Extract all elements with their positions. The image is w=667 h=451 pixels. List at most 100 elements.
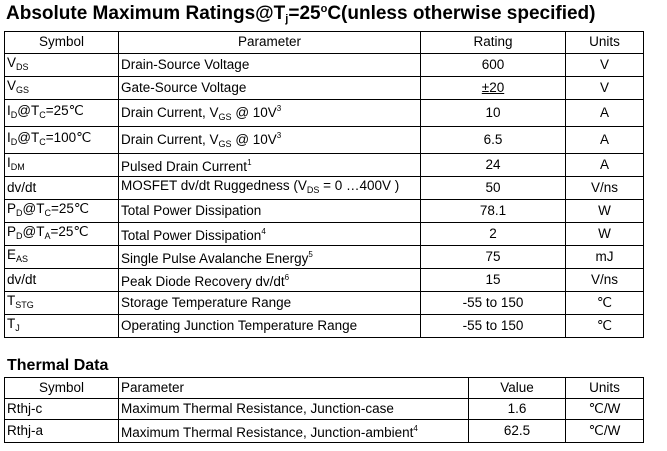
table-row: dv/dt Peak Diode Recovery dv/dt6 15 V/ns	[4, 267, 644, 292]
parameter-text: Maximum Thermal Resistance, Junction-cas…	[121, 401, 394, 416]
symbol-subscript: D	[16, 230, 23, 241]
parameter-cell: Total Power Dissipation	[118, 198, 421, 223]
table-row: PD@TA=25℃ Total Power Dissipation4 2 W	[4, 221, 644, 246]
parameter-cell: Storage Temperature Range	[118, 290, 421, 315]
units-cell: ℃	[565, 290, 644, 315]
symbol-text: dv/dt	[7, 271, 37, 287]
symbol-cell: IDM	[4, 152, 119, 177]
parameter-text: Gate-Source Voltage	[121, 79, 247, 95]
symbol-subscript: D	[16, 207, 23, 218]
symbol-text: V	[7, 54, 17, 70]
parameter-cell: Drain-Source Voltage	[118, 52, 421, 77]
symbol-subscript: J	[15, 322, 20, 333]
rating-cell: 10	[420, 98, 566, 127]
units-cell: ℃	[565, 313, 644, 338]
footnote-ref: 3	[276, 103, 282, 113]
symbol-condition-subscript: A	[44, 230, 51, 241]
symbol-condition: @T	[17, 102, 40, 118]
symbol-condition-value: =25℃	[45, 102, 84, 118]
parameter-text: Maximum Thermal Resistance, Junction-amb…	[121, 425, 414, 440]
thermal-data-table: Symbol Parameter Value Units Rthj-c Maxim…	[4, 377, 644, 443]
table-row: ID@TC=25℃ Drain Current, VGS @ 10V3 10 A	[4, 98, 644, 127]
symbol-text: V	[7, 77, 17, 93]
parameter-text: Total Power Dissipation	[121, 202, 262, 218]
table-row: EAS Single Pulse Avalanche Energy5 75 mJ	[4, 244, 644, 269]
symbol-cell: ID@TC=25℃	[4, 98, 119, 127]
parameter-text: Drain-Source Voltage	[121, 56, 250, 72]
table-row: TJ Operating Junction Temperature Range -5…	[4, 313, 644, 338]
parameter-text: MOSFET dv/dt Ruggedness (V	[121, 177, 307, 193]
table-header-row: Symbol Parameter Rating Units	[4, 31, 644, 54]
symbol-cell: PD@TC=25℃	[4, 198, 119, 223]
header-parameter: Parameter	[118, 31, 421, 54]
footnote-ref: 1	[247, 157, 252, 167]
parameter-text: Drain Current, V	[121, 131, 219, 147]
value-cell: 62.5	[468, 419, 566, 443]
parameter-subscript: GS	[218, 138, 232, 149]
thermal-data-title: Thermal Data	[7, 357, 109, 374]
parameter-text: Single Pulse Avalanche Energy	[121, 250, 309, 266]
rating-cell: 15	[420, 267, 566, 292]
symbol-subscript: D	[10, 109, 18, 120]
header-units: Units	[565, 377, 644, 399]
parameter-tail: @ 10V	[231, 131, 277, 147]
table-row: ID@TC=100℃ Drain Current, VGS @ 10V3 6.5 A	[4, 125, 644, 154]
rating-cell: -55 to 150	[420, 290, 566, 315]
units-cell: W	[565, 198, 644, 223]
table-row: PD@TC=25℃ Total Power Dissipation 78.1 W	[4, 198, 644, 223]
parameter-text: Drain Current, V	[121, 104, 219, 120]
rating-cell: 24	[420, 152, 566, 177]
units-cell: A	[565, 98, 644, 127]
rating-cell: -55 to 150	[420, 313, 566, 338]
parameter-cell: Operating Junction Temperature Range	[118, 313, 421, 338]
rating-cell: 2	[420, 221, 566, 246]
symbol-subscript: STG	[15, 299, 34, 310]
footnote-ref: 3	[276, 130, 282, 140]
page-title: Absolute Maximum Ratings@Tj=25oC(unless …	[6, 3, 596, 25]
parameter-text: Pulsed Drain Current	[121, 158, 248, 174]
symbol-text: T	[7, 292, 16, 308]
header-units: Units	[565, 31, 644, 54]
symbol-condition: @T	[17, 129, 40, 145]
symbol-cell: dv/dt	[4, 267, 119, 292]
parameter-cell: Pulsed Drain Current1	[118, 152, 421, 177]
header-symbol: Symbol	[4, 31, 119, 54]
parameter-text: Storage Temperature Range	[121, 294, 292, 310]
symbol-text: P	[7, 200, 17, 216]
parameter-cell: Total Power Dissipation4	[118, 221, 421, 246]
symbol-text: dv/dt	[7, 179, 37, 195]
footnote-ref: 4	[261, 226, 266, 236]
symbol-condition-value: =100℃	[45, 129, 92, 145]
symbol-text: I	[7, 102, 11, 118]
rating-cell: 6.5	[420, 125, 566, 154]
table-row: TSTG Storage Temperature Range -55 to 150 ℃	[4, 290, 644, 315]
symbol-condition-subscript: C	[44, 207, 51, 218]
table-header-row: Symbol Parameter Value Units	[4, 377, 644, 399]
parameter-subscript: DS	[306, 184, 320, 195]
parameter-tail: @ 10V	[231, 104, 277, 120]
rating-cell: 78.1	[420, 198, 566, 223]
parameter-cell: Drain Current, VGS @ 10V3	[118, 125, 421, 154]
symbol-text: P	[7, 223, 17, 239]
units-cell: A	[565, 152, 644, 177]
symbol-cell: dv/dt	[4, 175, 119, 200]
symbol-subscript: AS	[16, 253, 29, 264]
absolute-max-ratings-table: Symbol Parameter Rating Units VDS Drain-S…	[4, 31, 644, 338]
rating-cell: 600	[420, 52, 566, 77]
parameter-cell: MOSFET dv/dt Ruggedness (VDS = 0 …400V )	[118, 175, 421, 200]
symbol-cell: VDS	[4, 52, 119, 77]
symbol-subscript: DS	[16, 61, 29, 72]
units-cell: mJ	[565, 244, 644, 269]
footnote-ref: 6	[284, 272, 290, 282]
units-cell: V/ns	[565, 175, 644, 200]
header-rating: Rating	[420, 31, 566, 54]
symbol-condition: @T	[22, 200, 45, 216]
units-cell: W	[565, 221, 644, 246]
symbol-subscript: DM	[10, 161, 25, 172]
symbol-cell: Rthj-a	[4, 419, 119, 443]
header-value: Value	[468, 377, 566, 399]
rating-cell: 50	[420, 175, 566, 200]
parameter-text: Peak Diode Recovery dv/dt	[121, 273, 285, 289]
units-cell: A	[565, 125, 644, 154]
table-row: IDM Pulsed Drain Current1 24 A	[4, 152, 644, 177]
